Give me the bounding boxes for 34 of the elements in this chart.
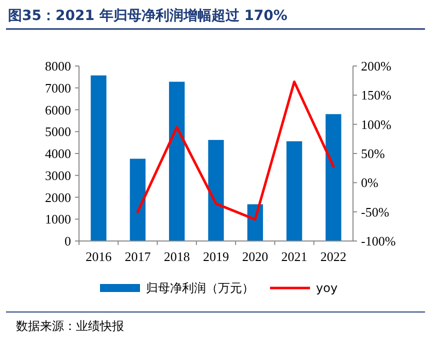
legend-label: yoy <box>316 281 338 296</box>
x-tick-label: 2018 <box>164 249 190 264</box>
line-series <box>136 80 335 221</box>
x-tick-label: 2017 <box>124 249 152 264</box>
y-tick-label: 4000 <box>45 146 71 162</box>
bar <box>208 140 224 241</box>
bar <box>326 114 342 241</box>
x-tick-label: 2021 <box>281 249 308 264</box>
bar <box>90 75 106 241</box>
x-tick-label: 2022 <box>320 249 346 264</box>
x-tick-label: 2019 <box>203 249 229 264</box>
y2-tick-label: 100% <box>361 116 392 132</box>
x-tick-label: 2020 <box>242 249 268 264</box>
y-tick-label: 0 <box>64 234 71 249</box>
y2-tick-label: 50% <box>361 146 385 162</box>
y2-tick-label: 0% <box>361 175 378 190</box>
bar <box>130 158 146 241</box>
bar <box>169 82 185 241</box>
y-tick-label: 1000 <box>45 212 71 227</box>
y-tick-label: 3000 <box>45 168 71 183</box>
y2-tick-label: 150% <box>361 88 392 103</box>
y-tick-label: 8000 <box>45 58 71 74</box>
source-note: 数据来源：业绩快报 <box>16 319 124 333</box>
y-tick-label: 7000 <box>45 80 71 96</box>
y2-tick-label: -100% <box>361 234 396 249</box>
chart-title: 图35：2021 年归母净利润增幅超过 170% <box>8 7 288 24</box>
y2-tick-label: 200% <box>361 58 392 74</box>
y-tick-label: 5000 <box>45 124 71 140</box>
legend-label: 归母净利润（万元） <box>146 281 254 296</box>
y-tick-label: 2000 <box>45 190 71 205</box>
y-tick-label: 6000 <box>45 102 71 118</box>
y2-tick-label: -50% <box>361 204 390 220</box>
bar <box>286 141 302 241</box>
x-tick-label: 2016 <box>86 249 112 264</box>
